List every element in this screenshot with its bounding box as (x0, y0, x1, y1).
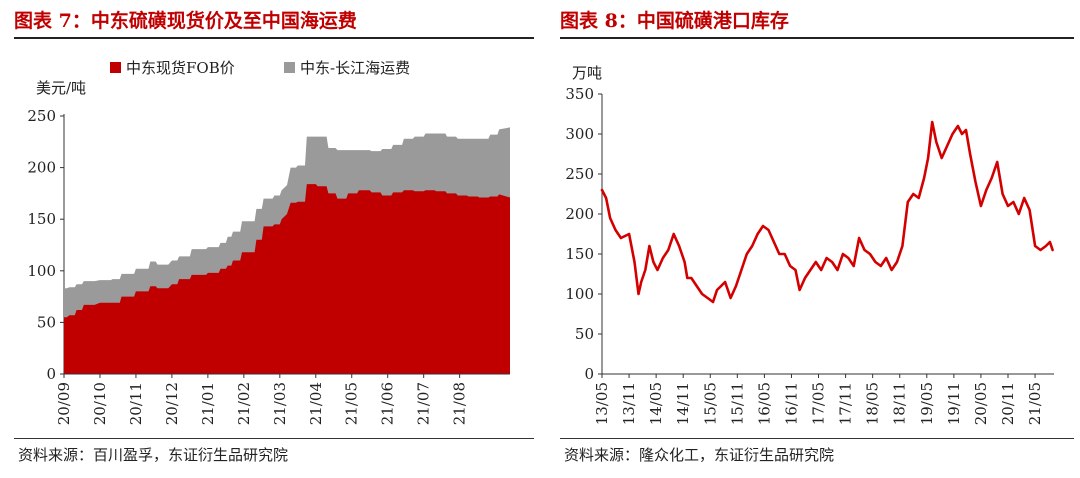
figure-8-title: 图表 8：中国硫磺港口库存 (560, 10, 789, 32)
y-tick-label: 350 (565, 85, 594, 103)
x-tick-label: 20/10 (91, 382, 109, 425)
x-tick-label: 15/05 (701, 382, 719, 425)
figure-8-source: 资料来源：隆众化工，东证衍生品研究院 (564, 446, 835, 464)
x-tick-label: 21/05 (1026, 382, 1044, 425)
legend-label-fob: 中东现货FOB价 (126, 59, 235, 77)
x-tick-label: 20/12 (163, 382, 181, 425)
y-tick-label: 250 (565, 165, 594, 183)
x-tick-label: 21/05 (343, 382, 361, 425)
figure-8-panel: 图表 8：中国硫磺港口库存 万吨 0 50 100 150 200 250 300 350 13/… (546, 0, 1080, 478)
x-tick-label: 20/09 (55, 382, 73, 425)
figure-7-title-rule (14, 37, 534, 39)
legend-swatch-freight (284, 62, 295, 73)
y-tick-label: 200 (27, 159, 56, 177)
series-inventory-line (600, 120, 1054, 304)
x-tick-label: 13/11 (620, 382, 638, 425)
figure-7-title: 图表 7：中东硫磺现货价及至中国海运费 (14, 10, 357, 32)
y-tick-label: 50 (575, 325, 594, 343)
x-tick-label: 17/11 (837, 382, 855, 425)
y-tick-label: 100 (565, 285, 594, 303)
y-tick-label: 250 (27, 107, 56, 125)
legend-swatch-fob (110, 62, 121, 73)
series-fob-area (64, 184, 510, 374)
x-tick-label: 15/11 (728, 382, 746, 425)
x-tick-label: 17/05 (810, 382, 828, 425)
x-tick-label: 19/05 (918, 382, 936, 425)
y-axis-unit: 万吨 (572, 64, 602, 82)
figure-8-chart: 万吨 0 50 100 150 200 250 300 350 13/05 13/11 14/05 14… (565, 64, 1054, 425)
y-tick-label: 150 (27, 210, 56, 228)
x-tick-label: 19/11 (945, 382, 963, 425)
x-tick-label: 13/05 (593, 382, 611, 425)
figure-8-source-rule (560, 438, 1074, 439)
x-tick-label: 20/11 (127, 382, 145, 425)
figure-7-source: 资料来源：百川盈孚，东证衍生品研究院 (18, 446, 289, 464)
y-tick-label: 200 (565, 205, 594, 223)
x-tick-label: 14/11 (674, 382, 692, 425)
y-tick-label: 300 (565, 125, 594, 143)
x-tick-label: 16/05 (755, 382, 773, 425)
figure-7-source-rule (14, 438, 534, 439)
x-tick-label: 21/02 (235, 382, 253, 425)
y-tick-label: 0 (46, 365, 56, 383)
y-tick-label: 50 (37, 313, 56, 331)
x-tick-label: 14/05 (647, 382, 665, 425)
x-tick-label: 21/08 (451, 382, 469, 425)
y-tick-label: 0 (584, 365, 594, 383)
x-tick-label: 18/11 (891, 382, 909, 425)
x-tick-label: 20/05 (972, 382, 990, 425)
x-tick-label: 21/01 (199, 382, 217, 425)
x-tick-label: 16/11 (782, 382, 800, 425)
legend-label-freight: 中东-长江海运费 (300, 59, 410, 77)
x-tick-label: 21/04 (307, 382, 325, 425)
y-tick-label: 150 (565, 245, 594, 263)
x-tick-label: 21/03 (271, 382, 289, 425)
x-tick-label: 21/07 (415, 382, 433, 425)
x-tick-label: 18/05 (864, 382, 882, 425)
figure-8-title-rule (560, 37, 1074, 39)
y-axis-unit: 美元/吨 (36, 79, 86, 97)
x-tick-label: 21/06 (379, 382, 397, 425)
y-tick-label: 100 (27, 262, 56, 280)
figure-7-panel: 图表 7：中东硫磺现货价及至中国海运费 中东现货FOB价 中东-长江海运费美元/吨… (14, 10, 534, 464)
x-tick-label: 20/11 (999, 382, 1017, 425)
